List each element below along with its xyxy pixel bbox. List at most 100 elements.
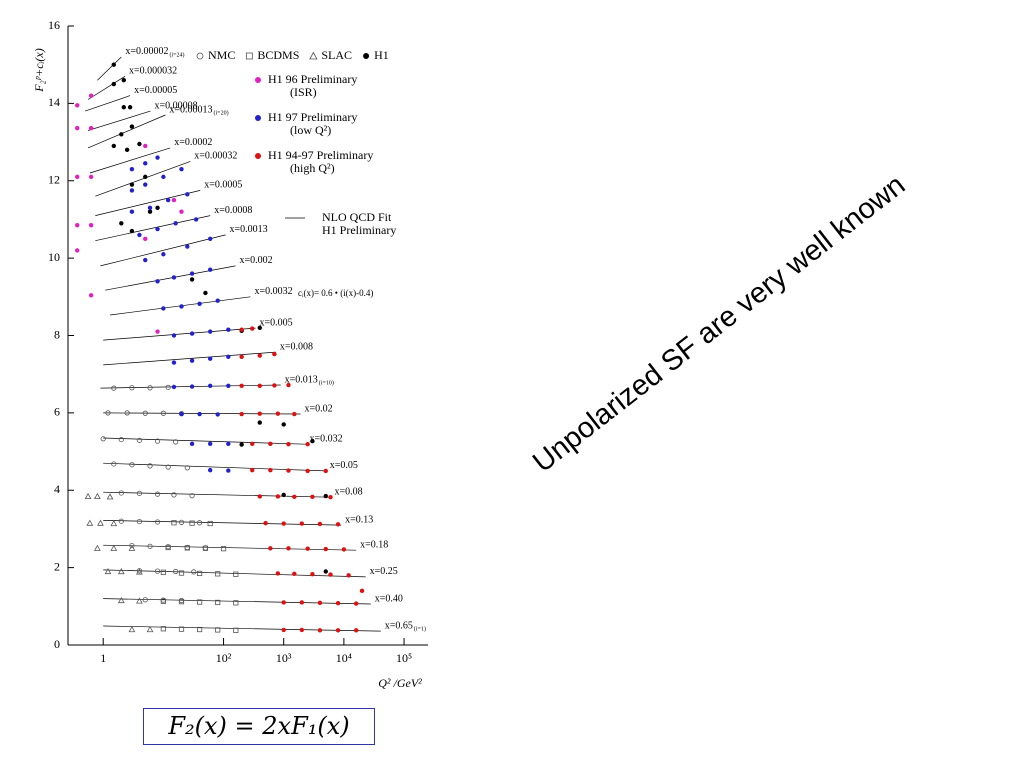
- bin-label: x=0.0005: [204, 180, 242, 191]
- data-point: [119, 221, 124, 226]
- data-point: [111, 461, 117, 467]
- data-point: [171, 384, 177, 390]
- data-point: [189, 520, 195, 526]
- data-point: [178, 570, 185, 576]
- data-point: [189, 277, 195, 282]
- legend-label: BCDMS: [257, 48, 299, 62]
- data-point: [257, 411, 262, 416]
- data-point: [226, 327, 231, 332]
- data-point: [189, 384, 195, 389]
- data-point: [155, 226, 160, 232]
- data-point: [124, 147, 130, 152]
- data-point: [272, 351, 277, 357]
- data-point: [129, 166, 135, 172]
- data-point: [202, 545, 209, 551]
- data-point: [323, 493, 328, 499]
- data-point: [75, 125, 80, 131]
- legend-label: NLO QCD Fit H1 Preliminary: [322, 210, 396, 237]
- data-point: [75, 103, 80, 108]
- data-point: [281, 521, 286, 526]
- data-point: [305, 442, 310, 447]
- data-point: [184, 545, 190, 551]
- data-point: [147, 543, 153, 549]
- data-point: [160, 626, 166, 632]
- x-tick-label: 10⁵: [396, 651, 412, 665]
- data-point: [88, 93, 94, 98]
- data-point: [196, 599, 203, 605]
- data-point: [154, 568, 161, 574]
- data-point: [106, 493, 114, 500]
- data-point: [299, 521, 305, 526]
- data-point: [178, 519, 185, 525]
- data-point: [207, 383, 213, 388]
- bin-label: x=0.013: [285, 374, 318, 385]
- bin-label: x=0.18: [360, 540, 388, 551]
- data-point: [197, 301, 202, 306]
- data-point: [189, 358, 195, 363]
- fit-line: [103, 625, 381, 632]
- data-point: [341, 547, 347, 552]
- data-point: [226, 383, 231, 388]
- legend-label: H1: [374, 48, 389, 62]
- fit-line: [87, 76, 126, 100]
- data-point: [129, 385, 135, 391]
- data-point: [165, 197, 171, 203]
- data-point: [154, 519, 161, 525]
- data-point: [171, 333, 177, 338]
- data-point: [97, 519, 104, 526]
- y-tick-label: 12: [48, 173, 60, 187]
- data-point: [263, 520, 268, 526]
- data-point: [310, 494, 315, 500]
- data-point: [310, 438, 315, 444]
- data-point: [143, 143, 148, 149]
- data-point: [328, 572, 333, 577]
- data-point: [184, 465, 190, 471]
- data-point: [335, 628, 341, 633]
- annotation: cᵢ(x)= 0.6 • (i(x)-0.4): [298, 288, 373, 298]
- data-point: [207, 329, 213, 334]
- data-point: [197, 411, 202, 417]
- legend-marker: [255, 77, 261, 83]
- x-tick-label: 10³: [276, 651, 292, 665]
- data-point: [88, 293, 94, 298]
- data-point: [250, 326, 255, 331]
- data-point: [281, 422, 286, 427]
- data-point: [165, 544, 171, 551]
- data-point: [305, 546, 310, 551]
- bin-label: x=0.032: [309, 434, 342, 445]
- bin-label: x=0.0002: [174, 137, 212, 148]
- data-point: [179, 166, 184, 172]
- bin-label: x=0.002: [239, 255, 272, 266]
- data-point: [129, 209, 135, 214]
- data-point: [207, 236, 213, 241]
- data-point: [173, 568, 179, 575]
- data-point: [88, 223, 94, 228]
- data-point: [335, 601, 341, 606]
- bin-label: x=0.00013: [169, 104, 212, 115]
- data-point: [275, 411, 281, 416]
- data-point: [220, 546, 227, 552]
- fit-line: [103, 569, 366, 578]
- data-point: [215, 599, 221, 606]
- data-point: [137, 232, 142, 238]
- bin-note: (i=24): [169, 51, 184, 58]
- data-point: [160, 410, 166, 416]
- y-tick-label: 8: [54, 327, 60, 341]
- bin-label: x=0.25: [370, 566, 398, 577]
- data-point: [136, 437, 143, 443]
- formula: F₂(x) = 2xF₁(x): [143, 708, 375, 745]
- data-point: [272, 383, 277, 388]
- data-point: [191, 569, 197, 575]
- data-point: [129, 462, 135, 468]
- data-point: [185, 192, 190, 197]
- data-point: [268, 441, 273, 447]
- data-point: [171, 197, 177, 203]
- data-point: [88, 174, 94, 180]
- data-point: [185, 244, 190, 249]
- data-point: [179, 411, 184, 417]
- legend-marker: [255, 115, 261, 121]
- data-point: [328, 495, 333, 500]
- data-point: [165, 384, 171, 390]
- data-point: [250, 441, 255, 447]
- data-point: [239, 442, 244, 447]
